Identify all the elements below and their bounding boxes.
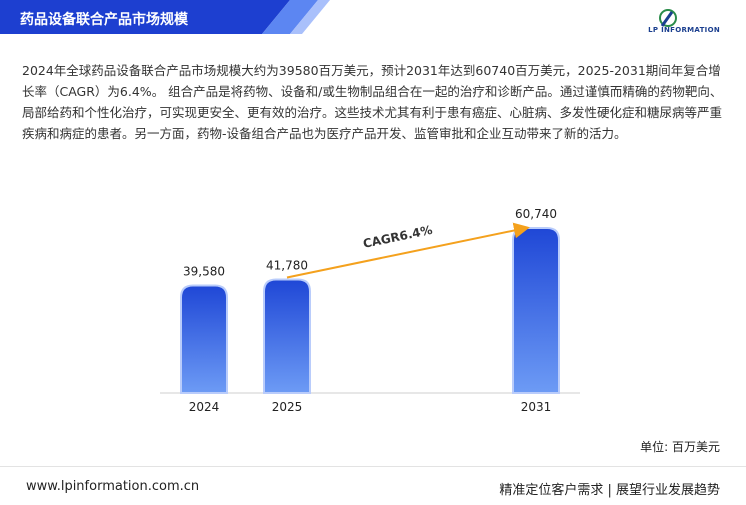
description: 2024年全球药品设备联合产品市场规模大约为39580百万美元，预计2031年达… (22, 63, 723, 141)
x-tick-label: 2025 (272, 400, 303, 414)
cagr-label: CAGR6.4% (362, 223, 434, 251)
header-title: 药品设备联合产品市场规模 (20, 12, 188, 28)
logo-text: LP INFORMATION (648, 26, 720, 34)
x-tick-label: 2031 (521, 400, 552, 414)
bar (512, 227, 560, 394)
bar (180, 284, 228, 394)
slogan: 精准定位客户需求 | 展望行业发展趋势 (499, 483, 720, 498)
value-label: 41,780 (266, 259, 308, 273)
value-label: 60,740 (515, 207, 557, 221)
unit-label: 单位: 百万美元 (640, 440, 720, 454)
cagr-arrow (286, 222, 530, 279)
bar (263, 278, 311, 394)
footer-divider (0, 466, 746, 467)
website: www.lpinformation.com.cn (26, 479, 200, 494)
x-tick-label: 2024 (189, 400, 220, 414)
logo-icon (659, 9, 677, 27)
value-label: 39,580 (183, 264, 225, 278)
header-band (0, 0, 330, 34)
